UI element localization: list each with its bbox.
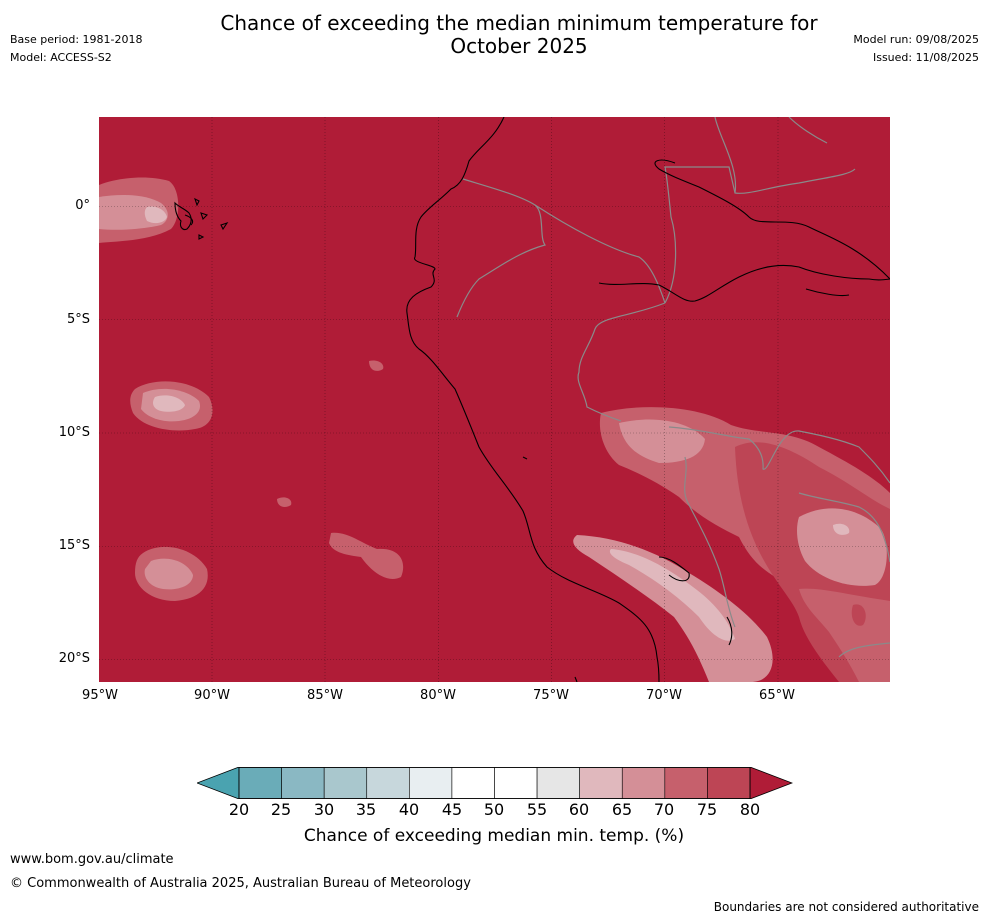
- lon-label-70w: 70°W: [646, 688, 682, 703]
- cb-tick-75: 75: [696, 800, 718, 819]
- colorbar-segment: [664, 767, 708, 799]
- forecast-map: [99, 117, 890, 682]
- colorbar-segment: [238, 767, 282, 799]
- lon-label-85w: 85°W: [307, 688, 343, 703]
- graticule: [99, 117, 890, 682]
- colorbar-segment: [621, 767, 666, 799]
- title-line-1: Chance of exceeding the median minimum t…: [220, 11, 818, 35]
- colorbar-segment: [281, 767, 325, 799]
- model-name: Model: ACCESS-S2: [10, 51, 112, 64]
- cb-tick-25: 25: [270, 800, 292, 819]
- colorbar-segment: [366, 767, 410, 799]
- coastlines: [174, 117, 890, 682]
- lon-label-95w: 95°W: [82, 688, 118, 703]
- colorbar-under-arrow: [197, 767, 240, 799]
- colorbar-segment: [536, 767, 580, 799]
- country-borders: [456, 117, 890, 658]
- cb-tick-60: 60: [568, 800, 590, 819]
- base-period: Base period: 1981-2018: [10, 33, 143, 46]
- lon-label-80w: 80°W: [420, 688, 456, 703]
- lon-label-90w: 90°W: [194, 688, 230, 703]
- lat-label-0: 0°: [75, 198, 90, 213]
- footer-disclaimer: Boundaries are not considered authoritat…: [713, 900, 979, 914]
- colorbar-segment: [579, 767, 623, 799]
- cb-tick-80: 80: [739, 800, 761, 819]
- meta-left: Base period: 1981-2018 Model: ACCESS-S2: [10, 31, 142, 67]
- title-line-2: October 2025: [450, 34, 588, 58]
- colorbar-outline: [238, 767, 751, 799]
- cb-tick-30: 30: [313, 800, 335, 819]
- colorbar-segment: [494, 767, 538, 799]
- colorbar-segment: [707, 767, 751, 799]
- model-run: Model run: 09/08/2025: [853, 33, 979, 46]
- lat-label-5s: 5°S: [66, 312, 90, 327]
- lat-label-10s: 10°S: [58, 425, 90, 440]
- footer-url: www.bom.gov.au/climate: [10, 852, 174, 867]
- colorbar-segment: [451, 767, 495, 799]
- lon-label-75w: 75°W: [533, 688, 569, 703]
- colorbar-label: Chance of exceeding median min. temp. (%…: [303, 826, 685, 846]
- lat-label-20s: 20°S: [58, 651, 90, 666]
- lat-label-15s: 15°S: [58, 538, 90, 553]
- cb-tick-20: 20: [228, 800, 250, 819]
- colorbar-segment: [409, 767, 453, 799]
- cb-tick-65: 65: [611, 800, 633, 819]
- map-background: [99, 117, 890, 682]
- map-title: Chance of exceeding the median minimum t…: [0, 12, 988, 58]
- meta-right: Model run: 09/08/2025 Issued: 11/08/2025: [853, 31, 979, 67]
- footer-copyright: © Commonwealth of Australia 2025, Austra…: [10, 876, 471, 891]
- cb-tick-55: 55: [526, 800, 548, 819]
- issued-date: Issued: 11/08/2025: [872, 51, 979, 64]
- colorbar-over-arrow: [749, 767, 793, 799]
- colorbar: [197, 767, 793, 799]
- probability-shading: [99, 177, 890, 682]
- lon-label-65w: 65°W: [759, 688, 795, 703]
- colorbar-segment: [323, 767, 368, 799]
- cb-tick-70: 70: [653, 800, 675, 819]
- cb-tick-50: 50: [483, 800, 505, 819]
- cb-tick-35: 35: [355, 800, 377, 819]
- colorbar-segments: [238, 767, 751, 799]
- cb-tick-45: 45: [441, 800, 463, 819]
- cb-tick-40: 40: [398, 800, 420, 819]
